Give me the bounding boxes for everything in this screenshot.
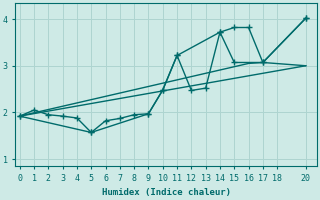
- X-axis label: Humidex (Indice chaleur): Humidex (Indice chaleur): [102, 188, 231, 197]
